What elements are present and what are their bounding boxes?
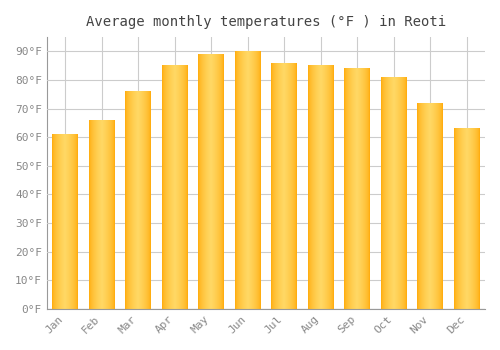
Title: Average monthly temperatures (°F ) in Reoti: Average monthly temperatures (°F ) in Re…	[86, 15, 446, 29]
